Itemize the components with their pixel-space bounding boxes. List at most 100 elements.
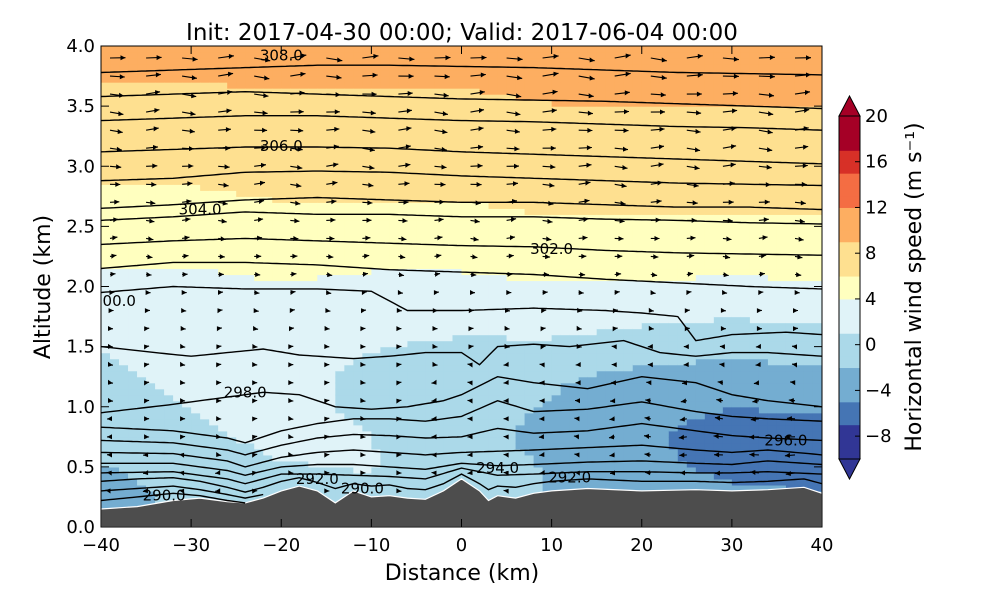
field-cell [533, 364, 544, 372]
field-cell [218, 190, 228, 197]
field-cell [146, 412, 156, 420]
field-cell [641, 94, 652, 101]
field-cell [425, 88, 436, 95]
field-cell [344, 100, 354, 107]
field-cell [308, 274, 318, 282]
field-cell [569, 220, 580, 227]
field-cell [461, 292, 472, 300]
field-cell [146, 304, 156, 312]
field-cell [569, 238, 580, 246]
field-cell [632, 424, 643, 432]
field-cell [173, 358, 183, 366]
field-cell [614, 274, 625, 282]
field-cell [155, 250, 165, 258]
field-cell [578, 316, 589, 324]
field-cell [200, 316, 210, 324]
field-cell [344, 424, 354, 432]
field-cell [227, 232, 237, 239]
field-cell [200, 148, 210, 155]
field-cell [263, 286, 273, 294]
field-cell [146, 136, 156, 143]
field-cell [182, 412, 192, 420]
field-cell [506, 280, 517, 288]
field-cell [227, 406, 237, 414]
field-cell [488, 238, 499, 246]
field-cell [191, 220, 201, 227]
field-cell [362, 298, 372, 306]
field-cell [578, 334, 589, 342]
field-cell [200, 460, 210, 468]
field-cell [218, 346, 228, 354]
field-cell [236, 472, 246, 480]
field-cell [353, 190, 363, 197]
field-cell [218, 370, 228, 378]
field-cell [146, 226, 156, 233]
field-cell [344, 106, 354, 113]
field-cell [146, 208, 156, 215]
field-cell [119, 244, 129, 252]
field-cell [128, 208, 138, 215]
field-cell [245, 202, 255, 209]
field-cell [344, 370, 354, 378]
field-cell [569, 328, 580, 336]
field-cell [533, 346, 544, 354]
field-cell [497, 160, 508, 167]
field-cell [641, 136, 652, 143]
field-cell [587, 400, 598, 408]
field-cell [425, 52, 436, 59]
field-cell [587, 94, 598, 101]
field-cell [236, 442, 246, 450]
field-cell [245, 76, 255, 83]
field-cell [344, 70, 354, 77]
field-cell [479, 178, 490, 185]
field-cell [335, 274, 345, 282]
field-cell [605, 226, 616, 233]
field-cell [317, 226, 327, 233]
field-cell [533, 196, 544, 203]
field-cell [488, 478, 499, 486]
field-cell [326, 406, 336, 414]
field-cell [614, 190, 625, 197]
field-cell [119, 172, 129, 179]
field-cell [497, 262, 508, 270]
field-cell [578, 472, 589, 480]
field-cell [326, 136, 336, 143]
field-cell [533, 352, 544, 360]
field-cell [308, 226, 318, 233]
field-cell [164, 220, 174, 227]
field-cell [641, 220, 652, 227]
field-cell [461, 346, 472, 354]
field-cell [614, 58, 625, 65]
field-cell [272, 388, 282, 396]
field-cell [425, 46, 436, 53]
field-cell [191, 454, 201, 462]
field-cell [569, 256, 580, 264]
field-cell [173, 364, 183, 372]
field-cell [335, 184, 345, 191]
field-cell [335, 94, 345, 101]
field-cell [569, 250, 580, 258]
field-cell [470, 376, 481, 384]
field-cell [488, 88, 499, 95]
field-cell [218, 124, 228, 131]
field-cell [506, 220, 517, 227]
field-cell [407, 310, 418, 318]
field-cell [416, 130, 427, 137]
field-cell [524, 172, 535, 179]
field-cell [245, 388, 255, 396]
field-cell [335, 394, 345, 402]
field-cell [434, 412, 445, 420]
field-cell [569, 76, 580, 83]
field-cell [614, 466, 625, 474]
field-cell [542, 346, 553, 354]
field-cell [227, 454, 237, 462]
field-cell [164, 262, 174, 270]
field-cell [605, 250, 616, 258]
field-cell [461, 280, 472, 288]
field-cell [290, 442, 300, 450]
field-cell [146, 166, 156, 173]
field-cell [488, 394, 499, 402]
field-cell [425, 196, 436, 203]
field-cell [632, 94, 643, 101]
field-cell [173, 316, 183, 324]
